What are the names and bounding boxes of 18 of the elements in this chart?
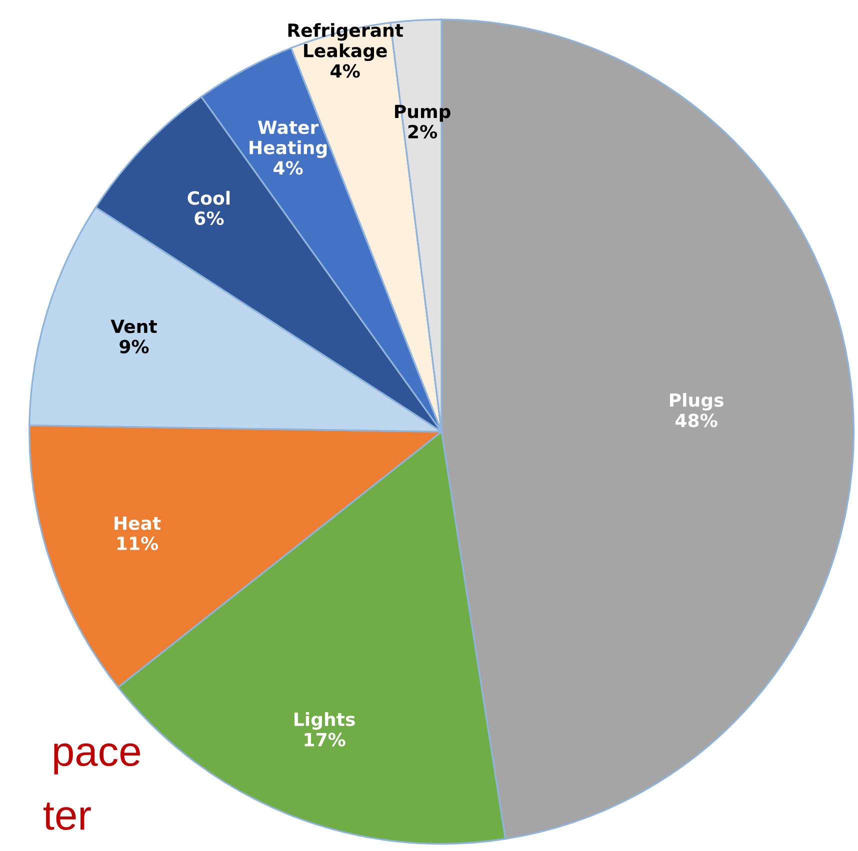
slice-label: Pump	[395, 104, 450, 122]
data-label: 4%	[330, 64, 360, 78]
slice-label: Heat	[114, 516, 161, 530]
data-label: 48%	[676, 414, 718, 428]
slice-label: Vent	[110, 320, 157, 334]
data-label: 2%	[408, 124, 438, 138]
data-label: 6%	[194, 211, 224, 226]
slice-label: Refrigerant Leakage	[288, 23, 404, 62]
slice-label: Water Heating	[250, 120, 327, 158]
data-label: 17%	[304, 732, 346, 746]
text: ter	[44, 802, 91, 830]
data-label: 11%	[117, 536, 158, 550]
slice-label: Lights	[294, 712, 355, 730]
slice-label: Plugs	[670, 392, 724, 411]
slice-label: Cool	[188, 190, 230, 205]
data-label: 9%	[120, 340, 149, 354]
data-label: 4%	[274, 161, 303, 175]
text: pace	[54, 743, 140, 774]
